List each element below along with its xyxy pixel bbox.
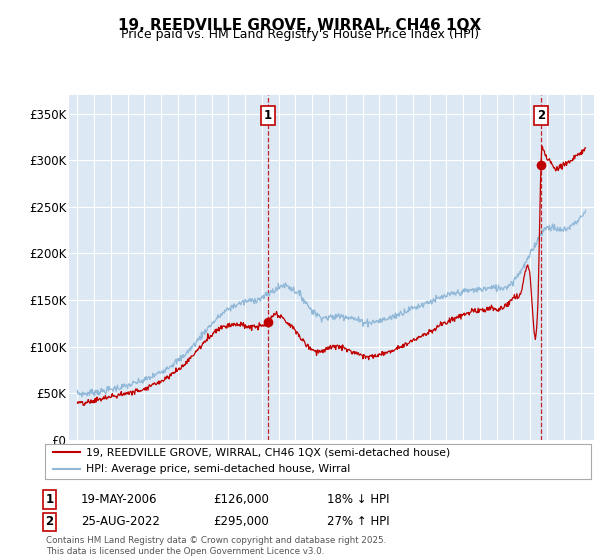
Text: 2: 2 [537, 109, 545, 122]
Text: Price paid vs. HM Land Registry's House Price Index (HPI): Price paid vs. HM Land Registry's House … [121, 28, 479, 41]
Text: Contains HM Land Registry data © Crown copyright and database right 2025.
This d: Contains HM Land Registry data © Crown c… [46, 536, 386, 556]
Text: £126,000: £126,000 [213, 493, 269, 506]
Text: 19, REEDVILLE GROVE, WIRRAL, CH46 1QX (semi-detached house): 19, REEDVILLE GROVE, WIRRAL, CH46 1QX (s… [86, 447, 450, 457]
Text: HPI: Average price, semi-detached house, Wirral: HPI: Average price, semi-detached house,… [86, 464, 350, 474]
Text: £295,000: £295,000 [213, 515, 269, 529]
Text: 2: 2 [46, 515, 54, 529]
Text: 19, REEDVILLE GROVE, WIRRAL, CH46 1QX: 19, REEDVILLE GROVE, WIRRAL, CH46 1QX [118, 18, 482, 32]
Text: 1: 1 [46, 493, 54, 506]
Text: 18% ↓ HPI: 18% ↓ HPI [327, 493, 389, 506]
Text: 19-MAY-2006: 19-MAY-2006 [81, 493, 157, 506]
Text: 25-AUG-2022: 25-AUG-2022 [81, 515, 160, 529]
Text: 1: 1 [264, 109, 272, 122]
Text: 27% ↑ HPI: 27% ↑ HPI [327, 515, 389, 529]
